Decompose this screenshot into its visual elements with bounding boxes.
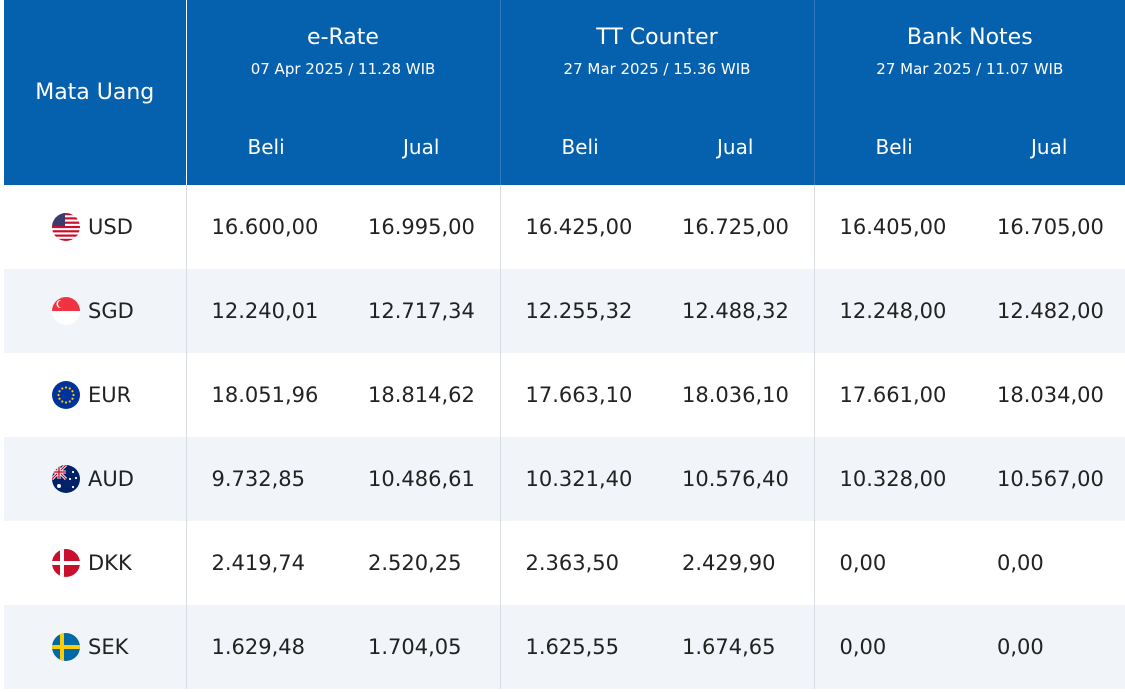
table-row: SEK 1.629,48 1.704,05 1.625,55 1.674,65 … xyxy=(0,605,1125,689)
e-rate-buy-value: 16.600,00 xyxy=(211,215,319,239)
group-title: TT Counter xyxy=(596,25,718,50)
currency-code: DKK xyxy=(88,551,132,575)
bank-notes-buy-value: 12.248,00 xyxy=(814,269,972,353)
group-date: 07 Apr 2025 / 11.28 WIB xyxy=(250,60,436,78)
e-rate-buy-value: 18.051,96 xyxy=(211,383,319,407)
bank-notes-sell-value: 18.034,00 xyxy=(997,383,1104,407)
table-row: EUR 18.051,96 18.814,62 17.663,10 18.036… xyxy=(0,353,1125,437)
tt-counter-sell-value: 16.725,00 xyxy=(657,185,815,269)
e-rate-sell-header: Jual xyxy=(343,118,501,185)
bank-notes-buy-header: Beli xyxy=(814,118,972,185)
group-date: 27 Mar 2025 / 11.07 WIB xyxy=(876,60,1064,78)
bank-notes-sell-value: 0,00 xyxy=(997,551,1044,575)
e-rate-buy-header: Beli xyxy=(186,118,343,185)
bank-notes-sell-value: 0,00 xyxy=(971,605,1125,689)
bank-notes-buy-value: 16.405,00 xyxy=(839,215,947,239)
bank-notes-sell-value: 12.482,00 xyxy=(971,269,1125,353)
table-row: USD 16.600,00 16.995,00 16.425,00 16.725… xyxy=(0,185,1125,269)
bank-notes-buy-value: 0,00 xyxy=(814,605,972,689)
left-edge xyxy=(0,0,4,692)
e-rate-sell-value: 12.717,34 xyxy=(343,269,501,353)
currency-code: USD xyxy=(88,215,133,239)
table-body: USD 16.600,00 16.995,00 16.425,00 16.725… xyxy=(0,185,1125,689)
tt-counter-sell-value: 12.488,32 xyxy=(657,269,815,353)
group-title: e-Rate xyxy=(307,25,379,50)
tt-counter-buy-value: 2.363,50 xyxy=(525,551,620,575)
e-rate-sell-value: 10.486,61 xyxy=(343,437,501,521)
e-rate-group-header: e-Rate 07 Apr 2025 / 11.28 WIB xyxy=(186,0,501,118)
e-rate-buy-value: 12.240,01 xyxy=(186,269,343,353)
currency-cell: DKK xyxy=(0,521,187,605)
e-rate-sell-value: 2.520,25 xyxy=(343,521,501,605)
currency-cell: SGD xyxy=(0,269,187,353)
currency-cell: EUR xyxy=(0,353,187,437)
tt-counter-buy-value: 12.255,32 xyxy=(500,269,657,353)
tt-counter-group-header: TT Counter 27 Mar 2025 / 15.36 WIB xyxy=(500,0,815,118)
table-row: SGD 12.240,01 12.717,34 12.255,32 12.488… xyxy=(0,269,1125,353)
tt-counter-sell-value: 1.674,65 xyxy=(657,605,815,689)
e-rate-sell-value: 18.814,62 xyxy=(343,353,501,437)
table-row: AUD 9.732,85 10.486,61 10.321,40 10.576,… xyxy=(0,437,1125,521)
e-rate-sell-value: 16.995,00 xyxy=(343,185,501,269)
tt-counter-sell-value: 18.036,10 xyxy=(657,353,815,437)
eu-flag-icon xyxy=(52,381,80,409)
currency-cell: AUD xyxy=(0,437,187,521)
tt-counter-buy-value: 1.625,55 xyxy=(500,605,657,689)
group-title: Bank Notes xyxy=(906,25,1033,50)
tt-counter-sell-value: 10.576,40 xyxy=(657,437,815,521)
e-rate-buy-value: 1.629,48 xyxy=(186,605,343,689)
tt-counter-buy-header: Beli xyxy=(500,118,657,185)
group-date: 27 Mar 2025 / 15.36 WIB xyxy=(563,60,751,78)
currency-code: SEK xyxy=(88,635,129,659)
bank-notes-sell-value: 16.705,00 xyxy=(997,215,1104,239)
dk-flag-icon xyxy=(52,549,80,577)
e-rate-buy-value: 2.419,74 xyxy=(211,551,306,575)
currency-cell: USD xyxy=(0,185,187,269)
bank-notes-buy-value: 17.661,00 xyxy=(839,383,947,407)
tt-counter-sell-value: 2.429,90 xyxy=(657,521,815,605)
e-rate-buy-value: 9.732,85 xyxy=(186,437,343,521)
bank-notes-buy-value: 0,00 xyxy=(839,551,887,575)
currency-code: SGD xyxy=(88,299,134,323)
currency-column-header: Mata Uang xyxy=(0,0,187,185)
us-flag-icon xyxy=(52,213,80,241)
tt-counter-sell-header: Jual xyxy=(657,118,815,185)
bank-notes-sell-header: Jual xyxy=(971,118,1125,185)
se-flag-icon xyxy=(52,633,80,661)
table-header: Mata Uang e-Rate 07 Apr 2025 / 11.28 WIB… xyxy=(0,0,1125,185)
au-flag-icon xyxy=(52,465,80,493)
bank-notes-sell-value: 10.567,00 xyxy=(971,437,1125,521)
sg-flag-icon xyxy=(52,297,80,325)
currency-code: AUD xyxy=(88,467,134,491)
e-rate-sell-value: 1.704,05 xyxy=(343,605,501,689)
tt-counter-buy-value: 17.663,10 xyxy=(525,383,633,407)
tt-counter-buy-value: 16.425,00 xyxy=(525,215,633,239)
tt-counter-buy-value: 10.321,40 xyxy=(500,437,657,521)
bank-notes-group-header: Bank Notes 27 Mar 2025 / 11.07 WIB xyxy=(814,0,1125,118)
table-row: DKK 2.419,74 2.520,25 2.363,50 2.429,90 … xyxy=(0,521,1125,605)
currency-code: EUR xyxy=(88,383,132,407)
currency-cell: SEK xyxy=(0,605,187,689)
bank-notes-buy-value: 10.328,00 xyxy=(814,437,972,521)
